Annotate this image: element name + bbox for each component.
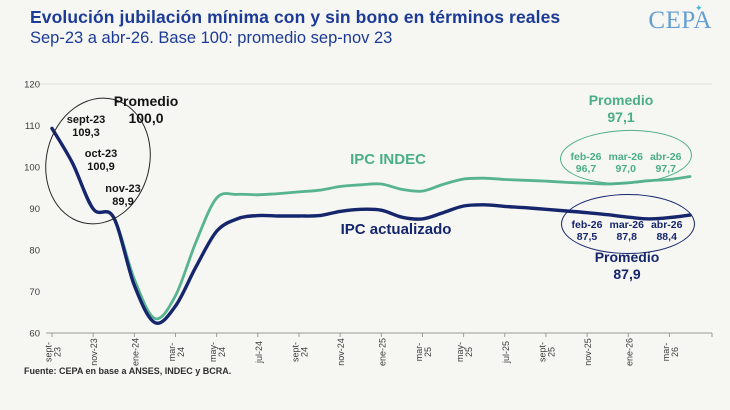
x-tick-label: nov-25 <box>583 338 593 366</box>
x-tick-label: ene-26 <box>624 338 634 366</box>
y-tick-label: 60 <box>29 329 40 340</box>
series-label-ipc-indec: IPC INDEC <box>350 151 426 168</box>
x-tick-label: 23 <box>53 347 63 357</box>
anno-point-oct-23: oct-23 100,9 <box>85 148 117 174</box>
point-value: 87,8 <box>616 231 637 243</box>
x-tick-label: may- <box>455 342 465 362</box>
anno-point-nov-23: nov-23 89,9 <box>105 183 140 209</box>
series-label-ipc-actualizado: IPC actualizado <box>340 221 452 238</box>
y-tick-label: 110 <box>25 121 40 132</box>
y-tick-label: 90 <box>29 204 40 215</box>
y-tick-label: 120 <box>24 80 40 91</box>
end-indec-average-annotation: Promedio 97,1 <box>589 92 654 126</box>
logo-spark-icon: ✦ <box>694 3 703 13</box>
point-value: 109,3 <box>72 127 100 139</box>
end-actualizado-average-annotation: Promedio 87,9 <box>595 249 660 283</box>
page-title: Evolución jubilación mínima con y sin bo… <box>30 7 561 27</box>
x-tick-label: 26 <box>670 347 680 357</box>
point-label: mar-26 <box>609 219 644 231</box>
page-subtitle: Sep-23 a abr-26. Base 100: promedio sep-… <box>30 29 393 47</box>
x-tick-label: jul-25 <box>501 341 511 364</box>
x-tick-label: 24 <box>176 347 186 357</box>
end-actualizado-points: feb-26 87,5 mar-26 87,8 abr-26 88,4 <box>572 219 683 243</box>
point-value: 97,7 <box>655 163 676 175</box>
end-actualizado-average-label: Promedio <box>594 249 660 265</box>
point-value: 88,4 <box>656 231 677 243</box>
cepa-logo: CEPA ✦ <box>648 4 712 34</box>
x-tick-label: 24 <box>299 347 309 357</box>
point-label: oct-23 <box>84 148 118 160</box>
anno-point-feb-26-indec: feb-26 96,7 <box>571 151 602 175</box>
x-tick-label: ene-24 <box>130 338 140 366</box>
cepa-logo-text: CEPA <box>648 7 712 34</box>
y-tick-label: 80 <box>29 246 40 257</box>
x-tick-label: ene-25 <box>377 338 387 366</box>
x-tick-label: 25 <box>423 347 433 357</box>
end-indec-points: feb-26 96,7 mar-26 97,0 abr-26 97,7 <box>571 151 682 175</box>
anno-point-abr-26-indec: abr-26 97,7 <box>650 151 682 175</box>
end-actualizado-average-value: 87,9 <box>613 266 641 282</box>
point-value: 97,0 <box>615 163 636 175</box>
point-value: 89,9 <box>112 196 134 208</box>
x-tick-label: nov-23 <box>89 338 99 366</box>
start-average-annotation: Promedio 100,0 <box>114 93 179 127</box>
point-label: mar-26 <box>608 151 643 163</box>
end-indec-average-value: 97,1 <box>607 109 635 125</box>
end-actualizado-ellipse <box>561 194 695 254</box>
x-tick-label: sept- <box>44 342 54 362</box>
anno-point-abr-26-act: abr-26 88,4 <box>651 219 683 243</box>
x-tick-label: sept- <box>537 342 547 362</box>
series-line-ipc-indec <box>50 127 692 321</box>
end-indec-average-label: Promedio <box>588 92 654 108</box>
point-value: 96,7 <box>575 163 597 175</box>
point-label: sept-23 <box>66 114 106 126</box>
x-tick-label: 25 <box>546 347 556 357</box>
anno-point-sept-23: sept-23 109,3 <box>67 114 106 140</box>
source-note: Fuente: CEPA en base a ANSES, INDEC y BC… <box>24 366 232 376</box>
x-tick-label: jul-24 <box>254 341 264 364</box>
anno-point-mar-26-indec: mar-26 97,0 <box>608 151 642 175</box>
point-value: 100,9 <box>87 161 115 173</box>
x-tick-label: mar- <box>414 343 424 362</box>
y-tick-label: 70 <box>29 287 40 298</box>
x-tick-label: may- <box>208 342 218 362</box>
anno-point-mar-26-act: mar-26 87,8 <box>609 219 643 243</box>
point-label: feb-26 <box>571 219 603 231</box>
x-tick-label: sept- <box>290 342 300 362</box>
point-label: abr-26 <box>649 151 682 163</box>
point-label: abr-26 <box>650 219 683 231</box>
anno-point-feb-26-act: feb-26 87,5 <box>572 219 603 243</box>
x-tick-label: 25 <box>464 347 474 357</box>
y-tick-label: 100 <box>24 163 40 174</box>
point-value: 87,5 <box>576 231 598 243</box>
point-label: nov-23 <box>105 183 141 195</box>
start-average-label: Promedio <box>113 93 179 109</box>
x-tick-label: 24 <box>217 347 227 357</box>
x-tick-label: nov-24 <box>336 338 346 366</box>
start-average-value: 100,0 <box>128 110 164 126</box>
x-tick-label: mar- <box>661 343 671 362</box>
x-tick-label: mar- <box>167 343 177 362</box>
point-label: feb-26 <box>570 151 602 163</box>
